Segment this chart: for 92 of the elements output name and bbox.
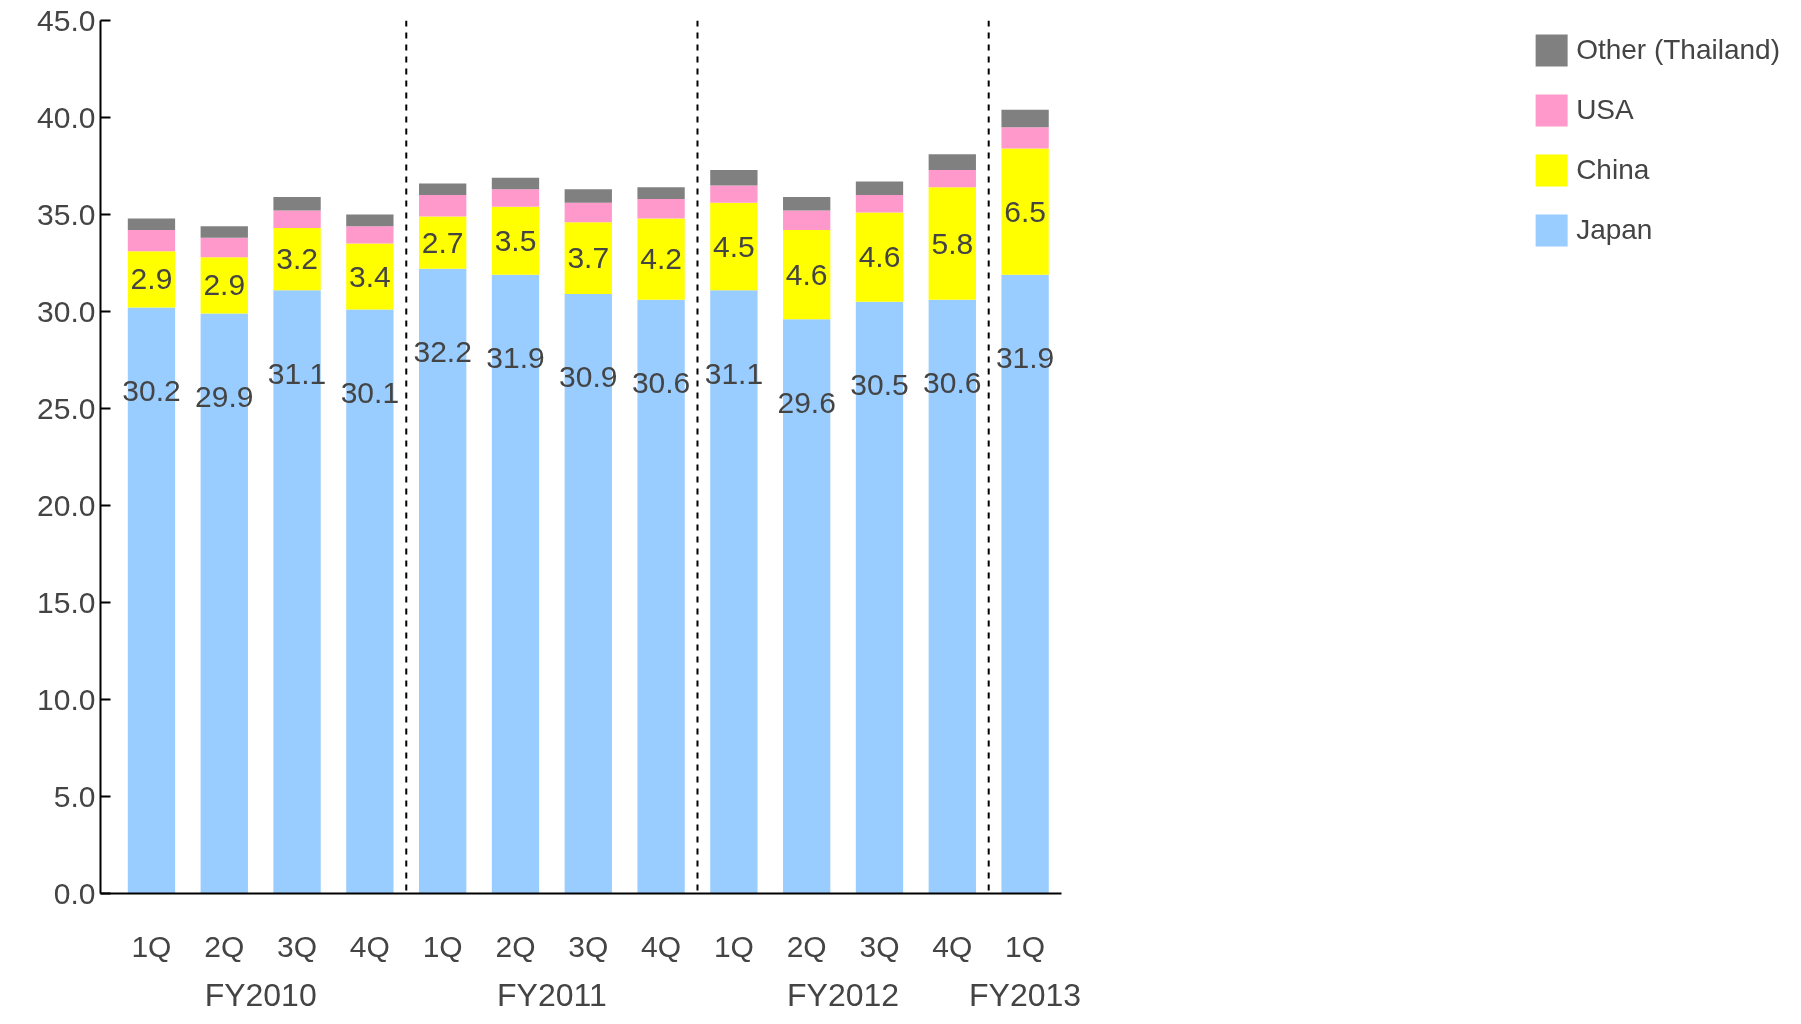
data-label: 30.1	[340, 375, 400, 409]
bar	[637, 187, 685, 199]
y-tick-label: 35.0	[37, 197, 96, 231]
y-tick-label: 0.0	[53, 876, 96, 910]
x-tick-label: 3Q	[859, 929, 900, 963]
y-tick-label: 20.0	[37, 488, 96, 522]
data-label: 32.2	[413, 335, 472, 369]
x-tick-label: 1Q	[131, 929, 172, 963]
x-tick-label: 2Q	[786, 929, 827, 963]
bar	[928, 169, 976, 188]
bar	[710, 185, 758, 203]
x-tick-label: 3Q	[568, 929, 609, 963]
bar	[346, 243, 394, 310]
data-label: 2.9	[130, 262, 173, 296]
bar	[273, 210, 321, 229]
x-tick-label: 2Q	[495, 929, 536, 963]
data-label: 6.5	[1004, 194, 1046, 228]
data-label: 3.5	[494, 223, 537, 257]
data-label: 4.5	[713, 229, 755, 263]
bar	[127, 218, 176, 231]
bar	[346, 214, 394, 227]
data-label: 2.9	[203, 268, 246, 302]
bar	[783, 210, 831, 231]
bar	[1001, 148, 1049, 275]
x-tick-label: 3Q	[277, 929, 318, 963]
bar	[273, 228, 321, 291]
bar	[419, 195, 467, 217]
bar	[564, 189, 612, 203]
data-label: 30.2	[122, 374, 181, 408]
data-label: 3.4	[349, 259, 391, 293]
data-label: 4.2	[640, 242, 682, 276]
bar	[855, 195, 904, 213]
x-tick-label: 4Q	[349, 929, 390, 963]
data-label: 30.6	[631, 366, 691, 400]
data-label: 31.1	[267, 356, 327, 390]
data-label: 2.7	[421, 225, 464, 259]
data-label: 30.9	[559, 360, 618, 394]
bar	[928, 154, 976, 170]
legend-label: USA	[1576, 94, 1634, 126]
bar	[491, 177, 540, 190]
bar	[637, 198, 685, 219]
bar	[200, 237, 248, 258]
bar	[1001, 109, 1049, 128]
data-label: 30.5	[850, 368, 909, 402]
y-tick-label: 10.0	[37, 682, 96, 716]
data-label: 5.8	[931, 226, 974, 260]
y-tick-label: 15.0	[37, 585, 96, 619]
data-label: 3.7	[567, 241, 610, 275]
bar	[710, 169, 758, 186]
bar	[1001, 127, 1049, 149]
x-tick-label: 1Q	[422, 929, 463, 963]
bar	[783, 197, 831, 211]
bar	[783, 230, 831, 320]
x-tick-label: 4Q	[932, 929, 973, 963]
data-label: 29.9	[195, 379, 254, 413]
x-tick-label: 1Q	[1005, 929, 1046, 963]
bar	[346, 226, 394, 244]
data-label: 31.1	[704, 356, 764, 390]
y-tick-label: 30.0	[37, 294, 96, 328]
bar	[200, 226, 248, 238]
bar	[273, 197, 321, 211]
y-tick-label: 25.0	[37, 391, 96, 425]
data-label: 29.6	[777, 385, 836, 419]
x-tick-label: 1Q	[713, 929, 754, 963]
bar	[564, 202, 612, 223]
bar	[855, 212, 904, 302]
legend-label: Other (Thailand)	[1576, 34, 1780, 66]
data-label: 30.6	[923, 366, 982, 400]
bar	[564, 222, 612, 295]
bar	[491, 189, 540, 207]
x-tick-label: 4Q	[641, 929, 682, 963]
y-tick-label: 5.0	[53, 779, 96, 813]
bar	[710, 202, 758, 291]
data-label: 4.6	[858, 240, 901, 274]
y-tick-label: 40.0	[37, 100, 96, 134]
data-label: 31.9	[995, 341, 1055, 375]
data-label: 4.6	[785, 257, 828, 291]
text: FY2010	[204, 976, 317, 1013]
text: FY2012	[787, 976, 900, 1013]
text: FY2011	[497, 976, 607, 1013]
bar	[419, 183, 467, 196]
bar	[928, 187, 976, 300]
text: FY2013	[969, 976, 1082, 1013]
bar	[855, 181, 904, 196]
bar	[637, 218, 685, 300]
bar	[127, 230, 176, 252]
data-label: 3.2	[276, 242, 318, 276]
y-tick-label: 45.0	[37, 3, 96, 37]
x-tick-label: 2Q	[204, 929, 245, 963]
data-label: 31.9	[486, 341, 545, 375]
legend-label: China	[1576, 154, 1650, 186]
legend-label: Japan	[1576, 214, 1653, 246]
